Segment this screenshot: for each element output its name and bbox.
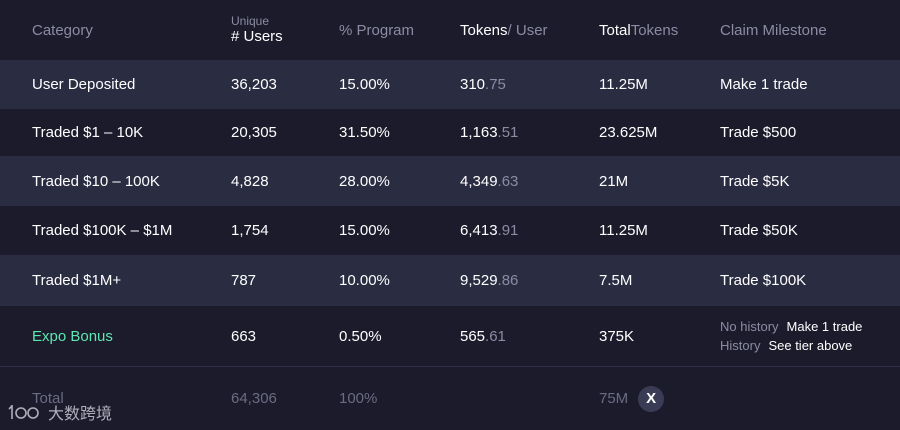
tokens-integer: 9,529 <box>460 272 498 289</box>
header-claim-milestone: Claim Milestone <box>720 21 827 39</box>
header-program: % Program <box>339 21 415 39</box>
tokens-integer: 1,163 <box>460 124 498 141</box>
tokens-decimal: .91 <box>497 222 519 239</box>
row-tokens-per-user: 1,163.51 <box>460 109 518 156</box>
row-tokens-per-user: 4,349.63 <box>460 156 518 206</box>
row-category: Traded $1 – 10K <box>32 124 144 141</box>
bonus-category: Expo Bonus <box>32 327 113 345</box>
tokens-integer: 565 <box>460 327 486 345</box>
tokens-decimal: .61 <box>485 327 506 345</box>
row-milestone: Make 1 trade <box>720 76 808 93</box>
bonus-users: 663 <box>231 327 257 345</box>
milestone-label: History <box>720 338 761 353</box>
total-row: Total 64,306 100% 75M X <box>0 367 900 430</box>
row-milestone: Trade $5K <box>720 172 790 190</box>
row-total-tokens: 11.25M <box>599 222 648 239</box>
tokens-decimal: .63 <box>497 172 519 190</box>
row-category: Traded $100K – $1M <box>32 222 173 239</box>
header-users-small: Unique <box>231 14 270 28</box>
total-label: Total <box>32 390 64 407</box>
milestone-value: See tier above <box>768 338 853 353</box>
row-total-tokens: 23.625M <box>599 124 658 141</box>
row-total-tokens: 11.25M <box>599 76 648 93</box>
header-total-rest: Tokens <box>630 21 679 39</box>
tokens-decimal: .75 <box>485 76 506 93</box>
total-users: 64,306 <box>231 390 277 407</box>
bonus-tokens-per-user: 565.61 <box>460 306 506 366</box>
row-milestone: Trade $100K <box>720 272 807 289</box>
row-total-tokens: 7.5M <box>599 272 633 289</box>
total-program: 100% <box>339 390 378 407</box>
row-program: 15.00% <box>339 222 390 239</box>
header-total-strong: Total <box>599 21 631 39</box>
row-users: 20,305 <box>231 124 277 141</box>
tokens-integer: 6,413 <box>460 222 498 239</box>
header-category: Category <box>32 21 93 39</box>
row-program: 15.00% <box>339 76 390 93</box>
tokens-integer: 4,349 <box>460 172 498 190</box>
header-tokens-rest: / User <box>507 21 548 39</box>
watermark-text: 大数跨境 <box>48 406 113 423</box>
milestone-no-history: No history Make 1 trade <box>720 319 862 334</box>
row-tokens-per-user: 6,413.91 <box>460 206 518 255</box>
watermark: 大数跨境 <box>8 400 112 424</box>
total-tokens-value: 75M <box>599 390 629 407</box>
milestone-label: No history <box>720 319 779 334</box>
tokens-integer: 310 <box>460 76 486 93</box>
header-unique-users: Unique # Users <box>231 0 283 60</box>
bonus-row: Expo Bonus 663 0.50% 565.61 375K No hist… <box>0 306 900 366</box>
header-users-big: # Users <box>231 28 283 45</box>
table-row: User Deposited 36,203 15.00% 310.75 11.2… <box>0 60 900 109</box>
row-milestone: Trade $50K <box>720 222 798 239</box>
row-program: 10.00% <box>339 272 390 289</box>
row-category: User Deposited <box>32 76 136 93</box>
watermark-logo-icon <box>8 405 39 419</box>
tokens-decimal: .51 <box>497 124 519 141</box>
table-row: Traded $1M+ 787 10.00% 9,529.86 7.5M Tra… <box>0 255 900 306</box>
row-category: Traded $1M+ <box>32 272 122 289</box>
total-tokens: 75M X <box>599 367 665 430</box>
milestone-history: History See tier above <box>720 338 852 353</box>
table-row: Traded $1 – 10K 20,305 31.50% 1,163.51 2… <box>0 109 900 156</box>
row-tokens-per-user: 310.75 <box>460 60 506 109</box>
header-tokens-per-user: Tokens / User <box>460 0 548 60</box>
row-users: 4,828 <box>231 172 269 190</box>
tokens-decimal: .86 <box>497 272 519 289</box>
row-program: 31.50% <box>339 124 390 141</box>
bonus-total-tokens: 375K <box>599 327 635 345</box>
header-tokens-strong: Tokens <box>460 21 508 39</box>
row-program: 28.00% <box>339 172 390 190</box>
header-total-tokens: Total Tokens <box>599 0 678 60</box>
row-users: 787 <box>231 272 257 289</box>
row-category: Traded $10 – 100K <box>32 172 160 190</box>
table-header: Category Unique # Users % Program Tokens… <box>0 0 900 60</box>
bonus-milestone: No history Make 1 trade History See tier… <box>720 306 862 366</box>
row-users: 1,754 <box>231 222 269 239</box>
row-users: 36,203 <box>231 76 277 93</box>
x-logo-icon: X <box>638 385 665 412</box>
row-total-tokens: 21M <box>599 172 629 190</box>
row-tokens-per-user: 9,529.86 <box>460 255 518 306</box>
bonus-program: 0.50% <box>339 327 382 345</box>
total-divider <box>0 366 900 367</box>
table-row: Traded $100K – $1M 1,754 15.00% 6,413.91… <box>0 206 900 255</box>
table-row: Traded $10 – 100K 4,828 28.00% 4,349.63 … <box>0 156 900 206</box>
row-milestone: Trade $500 <box>720 124 797 141</box>
milestone-value: Make 1 trade <box>786 319 863 334</box>
